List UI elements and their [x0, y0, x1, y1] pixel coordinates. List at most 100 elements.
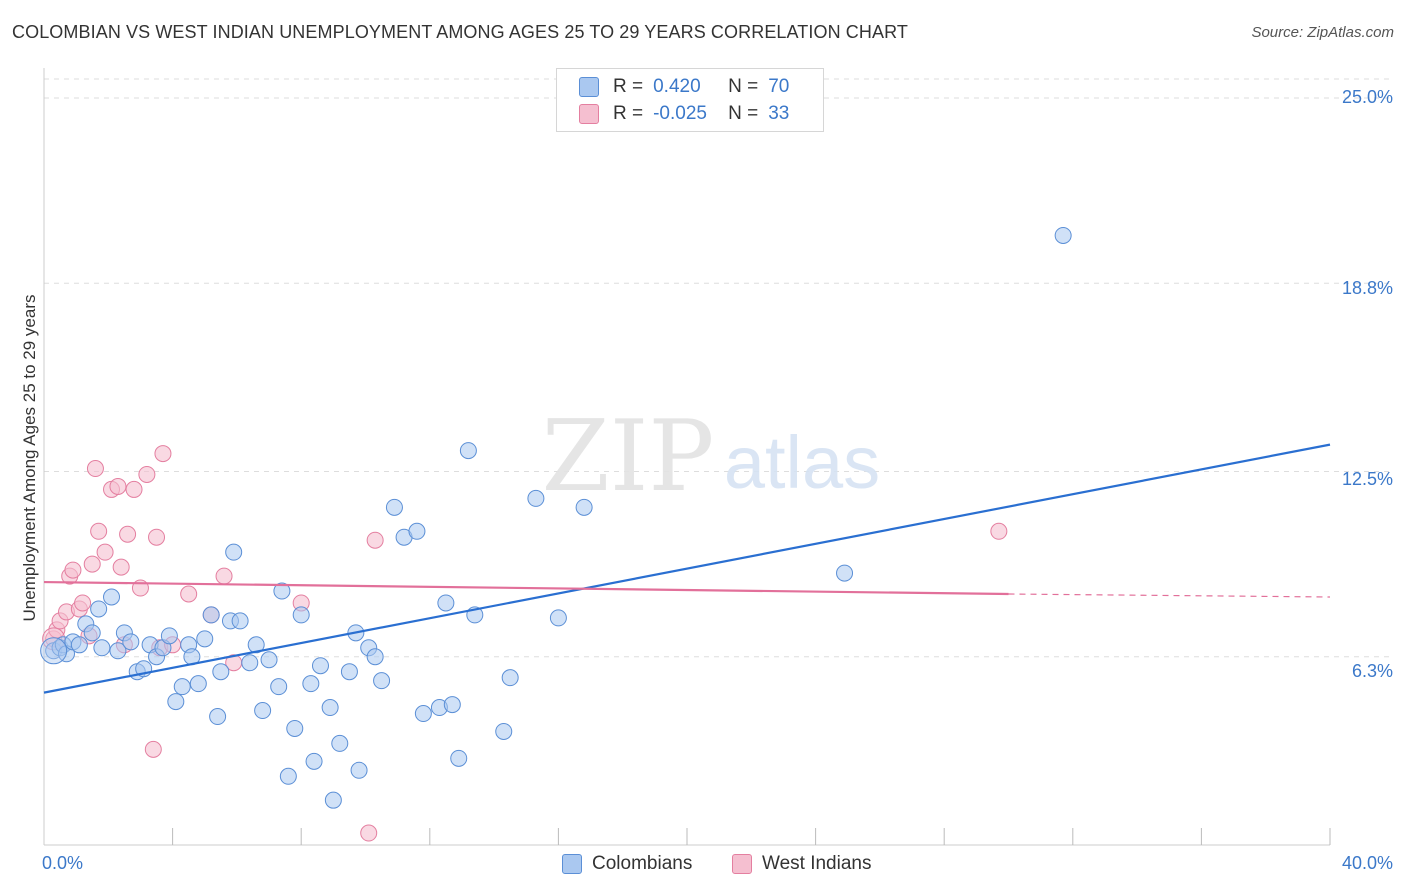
colombians-trend-line — [43, 443, 1331, 694]
colombians-point — [167, 693, 185, 711]
west-indians-point — [125, 480, 143, 498]
grid-lines — [44, 78, 1392, 658]
n-value: 70 — [768, 76, 790, 97]
colombians-point — [340, 663, 358, 681]
colombians-point — [414, 705, 432, 723]
west-indians-point — [74, 594, 92, 612]
colombians-point — [373, 672, 391, 690]
colombians-points — [40, 226, 1072, 809]
colombians-point — [302, 675, 320, 693]
colombians-point — [270, 678, 288, 696]
west-indians-swatch-icon — [732, 854, 752, 874]
y-tick-label: 18.8% — [1341, 278, 1393, 298]
colombians-point — [109, 642, 127, 660]
colombians-point — [40, 637, 68, 665]
colombians-point — [501, 669, 519, 687]
west-indians-point — [138, 465, 156, 483]
west-indians-swatch-icon — [579, 104, 599, 124]
colombians-point — [225, 543, 243, 561]
colombians-point — [173, 678, 191, 696]
colombians-point — [254, 702, 272, 720]
colombians-point — [103, 588, 121, 606]
correlation-legend: R = 0.420 N = 70 R = -0.025 N = 33 — [556, 68, 824, 132]
colombians-point — [189, 675, 207, 693]
legend-row-west-indians: R = -0.025 N = 33 — [579, 102, 789, 126]
colombians-point — [279, 767, 297, 785]
colombians-point — [286, 719, 304, 737]
watermark-atlas: atlas — [724, 421, 880, 504]
west-indians-trend-line — [43, 580, 1009, 596]
legend-item-colombians[interactable]: Colombians — [562, 851, 692, 877]
source-credit: Source: ZipAtlas.com — [1251, 24, 1394, 41]
colombians-point — [202, 606, 220, 624]
colombians-point — [292, 606, 310, 624]
west-indians-point — [90, 522, 108, 540]
r-label: R = — [613, 103, 644, 124]
colombians-point — [1054, 226, 1072, 244]
colombians-point — [527, 489, 545, 507]
colombians-point — [70, 636, 88, 654]
colombians-swatch-icon — [579, 77, 599, 97]
legend-label-colombians: Colombians — [592, 853, 693, 874]
west-indians-point — [144, 740, 162, 758]
colombians-point — [331, 734, 349, 752]
colombians-point — [350, 761, 368, 779]
legend-label-west-indians: West Indians — [762, 853, 872, 874]
west-indians-point — [96, 543, 114, 561]
x-tick-label-min: 0.0% — [42, 853, 84, 873]
axes — [43, 68, 1331, 846]
west-indians-point — [109, 477, 127, 495]
west-indians-point — [990, 522, 1008, 540]
colombians-point — [549, 609, 567, 627]
colombians-point — [443, 696, 461, 714]
colombians-point — [160, 627, 178, 645]
x-tick-label-max: 40.0% — [1341, 853, 1393, 873]
colombians-point — [209, 708, 227, 726]
west-indians-point — [360, 824, 378, 842]
colombians-point — [836, 564, 854, 582]
colombians-point — [273, 582, 291, 600]
colombians-point — [575, 498, 593, 516]
trend-lines — [43, 443, 1331, 694]
colombians-point — [241, 654, 259, 672]
colombians-point — [450, 749, 468, 767]
west-indians-point — [112, 558, 130, 576]
r-value: 0.420 — [653, 76, 701, 97]
colombians-point — [366, 648, 384, 666]
west-indians-point — [148, 528, 166, 546]
chart-title: COLOMBIAN VS WEST INDIAN UNEMPLOYMENT AM… — [12, 22, 908, 42]
colombians-point — [385, 498, 403, 516]
west-indians-point — [180, 585, 198, 603]
colombians-point — [324, 791, 342, 809]
colombians-point — [196, 630, 214, 648]
n-value: 33 — [768, 103, 790, 124]
y-axis-label: Unemployment Among Ages 25 to 29 years — [20, 294, 39, 622]
west-indians-point — [366, 531, 384, 549]
y-tick-label: 12.5% — [1341, 469, 1393, 489]
n-label: N = — [728, 103, 759, 124]
colombians-swatch-icon — [562, 854, 582, 874]
legend-row-colombians: R = 0.420 N = 70 — [579, 75, 789, 99]
west-indians-point — [64, 561, 82, 579]
colombians-point — [212, 663, 230, 681]
colombians-point — [459, 442, 477, 460]
colombians-point — [408, 522, 426, 540]
y-tick-label: 25.0% — [1341, 87, 1393, 107]
west-indians-point — [215, 567, 233, 585]
colombians-point — [321, 699, 339, 717]
colombians-point — [83, 624, 101, 642]
colombians-point — [437, 594, 455, 612]
colombians-point — [311, 657, 329, 675]
colombians-point — [93, 639, 111, 657]
watermark-zip: ZIP — [542, 400, 715, 514]
colombians-point — [122, 633, 140, 651]
r-value: -0.025 — [653, 103, 707, 124]
watermark: ZIP atlas — [542, 400, 881, 514]
colombians-point — [260, 651, 278, 669]
n-label: N = — [728, 76, 759, 97]
colombians-point — [90, 600, 108, 618]
west-indians-trend-extension — [1008, 593, 1331, 598]
r-label: R = — [613, 76, 644, 97]
legend-item-west-indians[interactable]: West Indians — [732, 851, 871, 877]
